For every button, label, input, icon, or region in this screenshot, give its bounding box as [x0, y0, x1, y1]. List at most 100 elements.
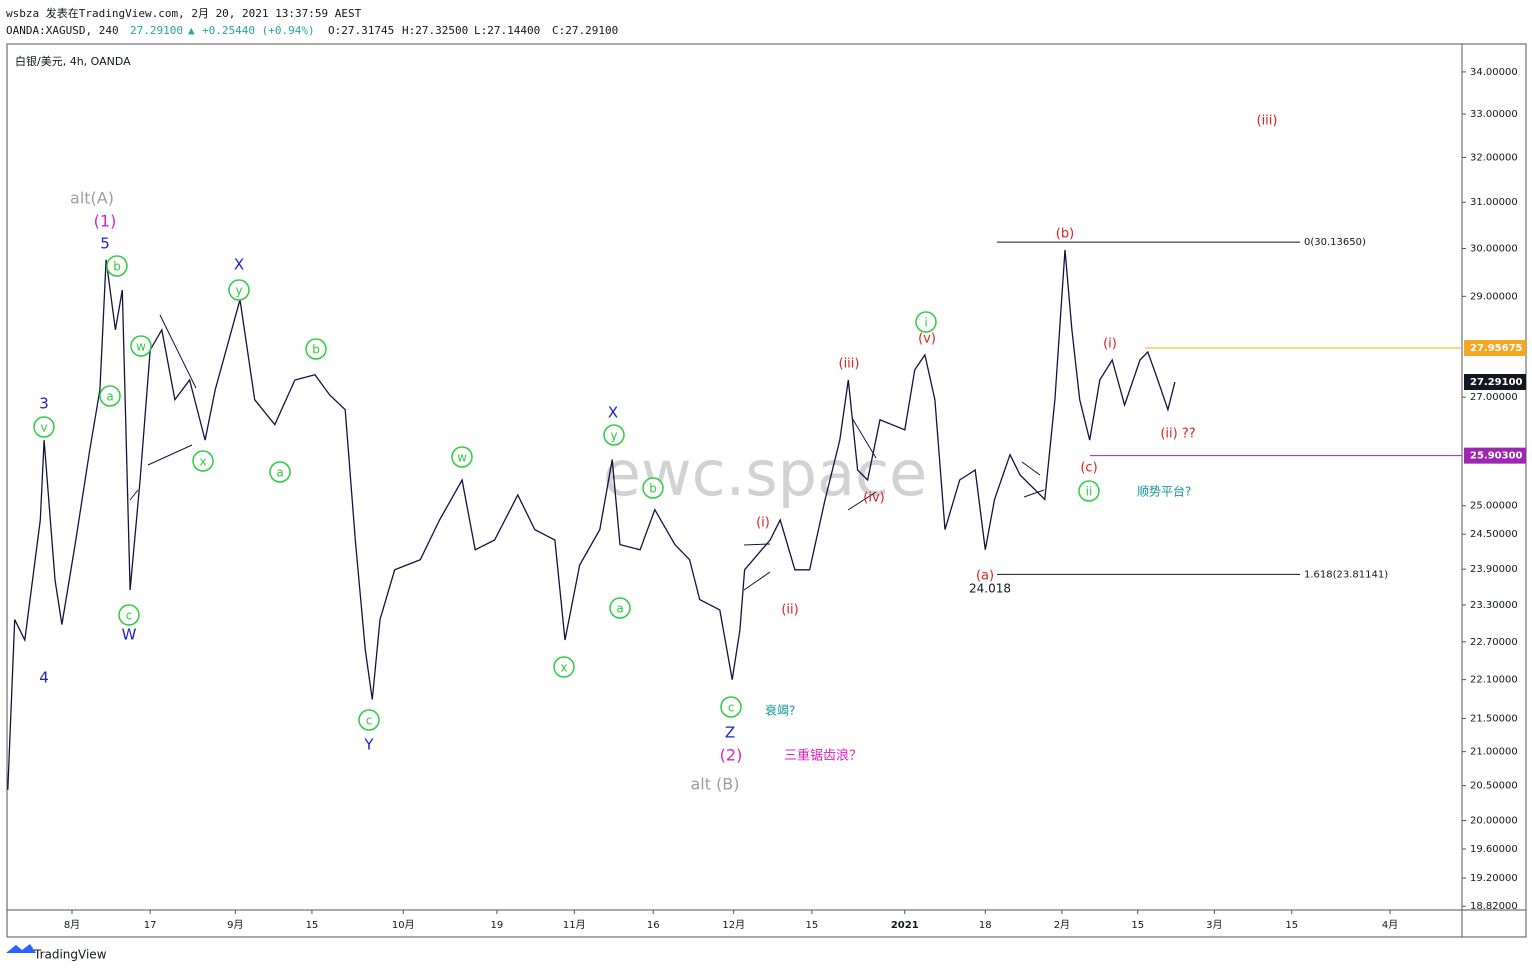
- wave-label: 衰竭?: [765, 703, 795, 718]
- x-tick-label: 10月: [392, 919, 415, 931]
- wave-label: 顺势平台?: [1137, 484, 1191, 499]
- wave-label: y: [610, 429, 617, 443]
- x-tick-label: 8月: [64, 919, 80, 931]
- y-tick-label: 20.50000: [1470, 781, 1518, 792]
- wave-label: b: [649, 482, 657, 496]
- wave-circle: [553, 656, 575, 678]
- wave-circle: [99, 385, 121, 407]
- wave-label: a: [106, 390, 113, 404]
- logo: [6, 944, 36, 953]
- x-tick-label: 15: [806, 920, 819, 931]
- wave-label: 4: [39, 669, 49, 687]
- wave-label: 3: [39, 395, 49, 413]
- wave-label: alt (B): [690, 775, 739, 794]
- wave-label: (ii): [781, 603, 798, 618]
- y-tick-label: 20.00000: [1470, 815, 1518, 826]
- wave-label: 24.018: [969, 582, 1011, 596]
- wave-label: w: [457, 451, 467, 465]
- wave-label: 5: [100, 235, 110, 253]
- wave-label: (iv): [863, 491, 884, 506]
- wave-label: (2): [720, 746, 743, 765]
- wave-label: a: [276, 466, 283, 480]
- wave-circle: [642, 477, 664, 499]
- wave-label: b: [113, 260, 121, 274]
- wave-circle: [269, 461, 291, 483]
- y-tick-label: 21.50000: [1470, 713, 1518, 724]
- brand[interactable]: TradingView: [33, 948, 107, 962]
- y-tick-label: 32.00000: [1470, 152, 1518, 163]
- wave-label: (i): [756, 516, 770, 531]
- last: 27.29100: [130, 24, 183, 37]
- wave-label: i: [924, 316, 927, 330]
- y-tick-label: 21.00000: [1470, 747, 1518, 758]
- wave-label: Z: [725, 724, 735, 742]
- x-tick-label: 11月: [563, 919, 586, 931]
- price-label-box: [1464, 447, 1526, 464]
- wave-label: Y: [363, 736, 374, 754]
- wave-circle: [358, 709, 380, 731]
- y-tick-label: 34.00000: [1470, 67, 1518, 78]
- x-tick-label: 15: [1285, 920, 1298, 931]
- y-tick-label: 27.00000: [1470, 392, 1518, 403]
- pattern-lines: [129, 314, 1045, 591]
- wave-circle: [915, 311, 937, 333]
- wave-label: c: [366, 714, 373, 728]
- wave-circle: [305, 338, 327, 360]
- wave-label: x: [199, 455, 206, 469]
- low: L:27.14400: [474, 24, 540, 37]
- price-label: 27.29100: [1470, 377, 1523, 388]
- price-line: [7, 249, 1176, 790]
- y-tick-label: 23.90000: [1470, 564, 1518, 575]
- wave-label: W: [122, 626, 137, 644]
- x-tick-label: 15: [306, 920, 319, 931]
- wave-label: (i): [1103, 337, 1117, 352]
- wave-label: (ii) ??: [1160, 427, 1195, 442]
- wave-label: (b): [1056, 227, 1074, 242]
- wave-circle: [228, 279, 250, 301]
- wave-label: c: [728, 701, 735, 715]
- price-label: 25.90300: [1470, 451, 1523, 462]
- y-tick-label: 19.20000: [1470, 873, 1518, 884]
- high: H:27.32500: [402, 24, 468, 37]
- x-tick-label: 16: [647, 920, 660, 931]
- price-label-box: [1464, 340, 1526, 357]
- x-tick-label: 12月: [722, 919, 745, 931]
- wave-label: (v): [918, 332, 936, 347]
- wave-label: ii: [1086, 485, 1093, 499]
- y-tick-label: 23.30000: [1470, 600, 1518, 611]
- wave-label: 三重锯齿浪？: [784, 748, 862, 764]
- wave-circle: [130, 335, 152, 357]
- y-tick-label: 22.10000: [1470, 675, 1518, 686]
- wave-circle: [106, 255, 128, 277]
- wave-circle: [192, 450, 214, 472]
- wave-label: (c): [1080, 461, 1097, 476]
- y-tick-label: 31.00000: [1470, 197, 1518, 208]
- wave-label: X: [608, 404, 618, 422]
- frame: [6, 43, 1527, 938]
- wave-label: alt(A): [70, 189, 114, 208]
- x-tick-label: 2021: [891, 920, 919, 931]
- y-tick-label: 24.50000: [1470, 529, 1518, 540]
- wave-label: b: [312, 343, 320, 357]
- fib-label: 0(30.13650): [1304, 237, 1366, 248]
- wave-label: (a): [976, 569, 994, 584]
- y-tick-label: 25.00000: [1470, 501, 1518, 512]
- price-label-box: [1464, 373, 1526, 390]
- fib-label: 1.618(23.81141): [1304, 569, 1388, 580]
- wave-circle: [1078, 480, 1100, 502]
- y-tick-label: 29.00000: [1470, 291, 1518, 302]
- author-line: wsbza 发表在TradingView.com, 2月 20, 2021 13…: [6, 6, 362, 20]
- wave-circle: [118, 604, 140, 626]
- close: C:27.29100: [552, 24, 618, 37]
- wave-circle: [603, 424, 625, 446]
- x-tick-label: 17: [144, 920, 157, 931]
- price-label: 27.95675: [1470, 343, 1523, 354]
- wave-label: y: [235, 284, 242, 298]
- wave-circle: [720, 696, 742, 718]
- x-tick-label: 2月: [1054, 919, 1070, 931]
- wave-label: v: [40, 421, 47, 435]
- x-tick-label: 4月: [1382, 919, 1398, 931]
- wave-label: (1): [94, 212, 117, 231]
- x-tick-label: 3月: [1206, 919, 1222, 931]
